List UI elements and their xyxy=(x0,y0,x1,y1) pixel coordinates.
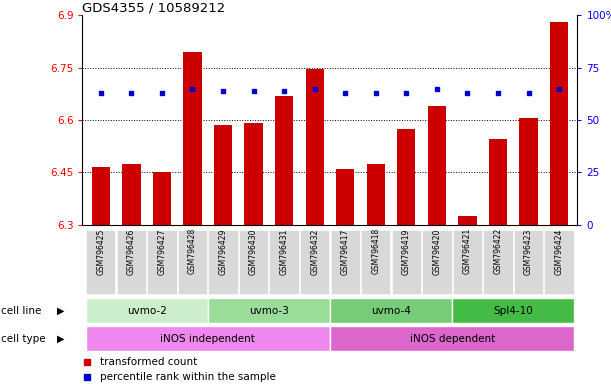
FancyBboxPatch shape xyxy=(86,326,330,351)
Text: GDS4355 / 10589212: GDS4355 / 10589212 xyxy=(82,1,225,14)
Text: iNOS independent: iNOS independent xyxy=(160,334,255,344)
Text: GSM796418: GSM796418 xyxy=(371,228,380,275)
Bar xyxy=(397,129,415,225)
Text: GSM796429: GSM796429 xyxy=(219,228,227,275)
Bar xyxy=(275,96,293,225)
Text: ▶: ▶ xyxy=(57,306,64,316)
Text: GSM796422: GSM796422 xyxy=(494,228,502,275)
Bar xyxy=(519,118,538,225)
Text: uvmo-2: uvmo-2 xyxy=(126,306,167,316)
FancyBboxPatch shape xyxy=(452,298,574,323)
Text: uvmo-3: uvmo-3 xyxy=(249,306,289,316)
FancyBboxPatch shape xyxy=(330,298,452,323)
FancyBboxPatch shape xyxy=(178,230,207,294)
Text: cell line: cell line xyxy=(1,306,41,316)
Bar xyxy=(214,125,232,225)
Text: GSM796431: GSM796431 xyxy=(280,228,288,275)
Text: Spl4-10: Spl4-10 xyxy=(493,306,533,316)
FancyBboxPatch shape xyxy=(86,298,208,323)
FancyBboxPatch shape xyxy=(147,230,177,294)
Text: uvmo-4: uvmo-4 xyxy=(371,306,411,316)
FancyBboxPatch shape xyxy=(544,230,574,294)
Bar xyxy=(458,216,477,225)
FancyBboxPatch shape xyxy=(483,230,513,294)
Text: percentile rank within the sample: percentile rank within the sample xyxy=(100,372,276,382)
FancyBboxPatch shape xyxy=(330,326,574,351)
Bar xyxy=(489,139,507,225)
Bar xyxy=(153,172,171,225)
Text: GSM796423: GSM796423 xyxy=(524,228,533,275)
Bar xyxy=(367,164,385,225)
Bar xyxy=(428,106,446,225)
FancyBboxPatch shape xyxy=(239,230,268,294)
Bar xyxy=(92,167,110,225)
FancyBboxPatch shape xyxy=(208,298,330,323)
Text: GSM796419: GSM796419 xyxy=(402,228,411,275)
FancyBboxPatch shape xyxy=(514,230,543,294)
Text: cell type: cell type xyxy=(1,334,45,344)
FancyBboxPatch shape xyxy=(392,230,421,294)
Text: GSM796427: GSM796427 xyxy=(158,228,166,275)
FancyBboxPatch shape xyxy=(86,230,115,294)
FancyBboxPatch shape xyxy=(208,230,238,294)
Bar xyxy=(306,70,324,225)
Text: GSM796424: GSM796424 xyxy=(555,228,563,275)
FancyBboxPatch shape xyxy=(422,230,452,294)
Text: ▶: ▶ xyxy=(57,334,64,344)
Bar xyxy=(183,52,202,225)
FancyBboxPatch shape xyxy=(361,230,390,294)
FancyBboxPatch shape xyxy=(117,230,146,294)
Bar xyxy=(244,124,263,225)
Text: GSM796426: GSM796426 xyxy=(127,228,136,275)
Text: GSM796425: GSM796425 xyxy=(97,228,105,275)
Bar xyxy=(550,22,568,225)
Text: GSM796428: GSM796428 xyxy=(188,228,197,275)
Text: GSM796421: GSM796421 xyxy=(463,228,472,275)
Text: GSM796417: GSM796417 xyxy=(341,228,349,275)
FancyBboxPatch shape xyxy=(269,230,299,294)
FancyBboxPatch shape xyxy=(331,230,360,294)
Bar xyxy=(122,164,141,225)
FancyBboxPatch shape xyxy=(300,230,329,294)
Text: GSM796432: GSM796432 xyxy=(310,228,319,275)
Text: transformed count: transformed count xyxy=(100,358,197,367)
Text: GSM796430: GSM796430 xyxy=(249,228,258,275)
FancyBboxPatch shape xyxy=(453,230,482,294)
Text: iNOS dependent: iNOS dependent xyxy=(409,334,495,344)
Text: GSM796420: GSM796420 xyxy=(433,228,441,275)
Bar xyxy=(336,169,354,225)
